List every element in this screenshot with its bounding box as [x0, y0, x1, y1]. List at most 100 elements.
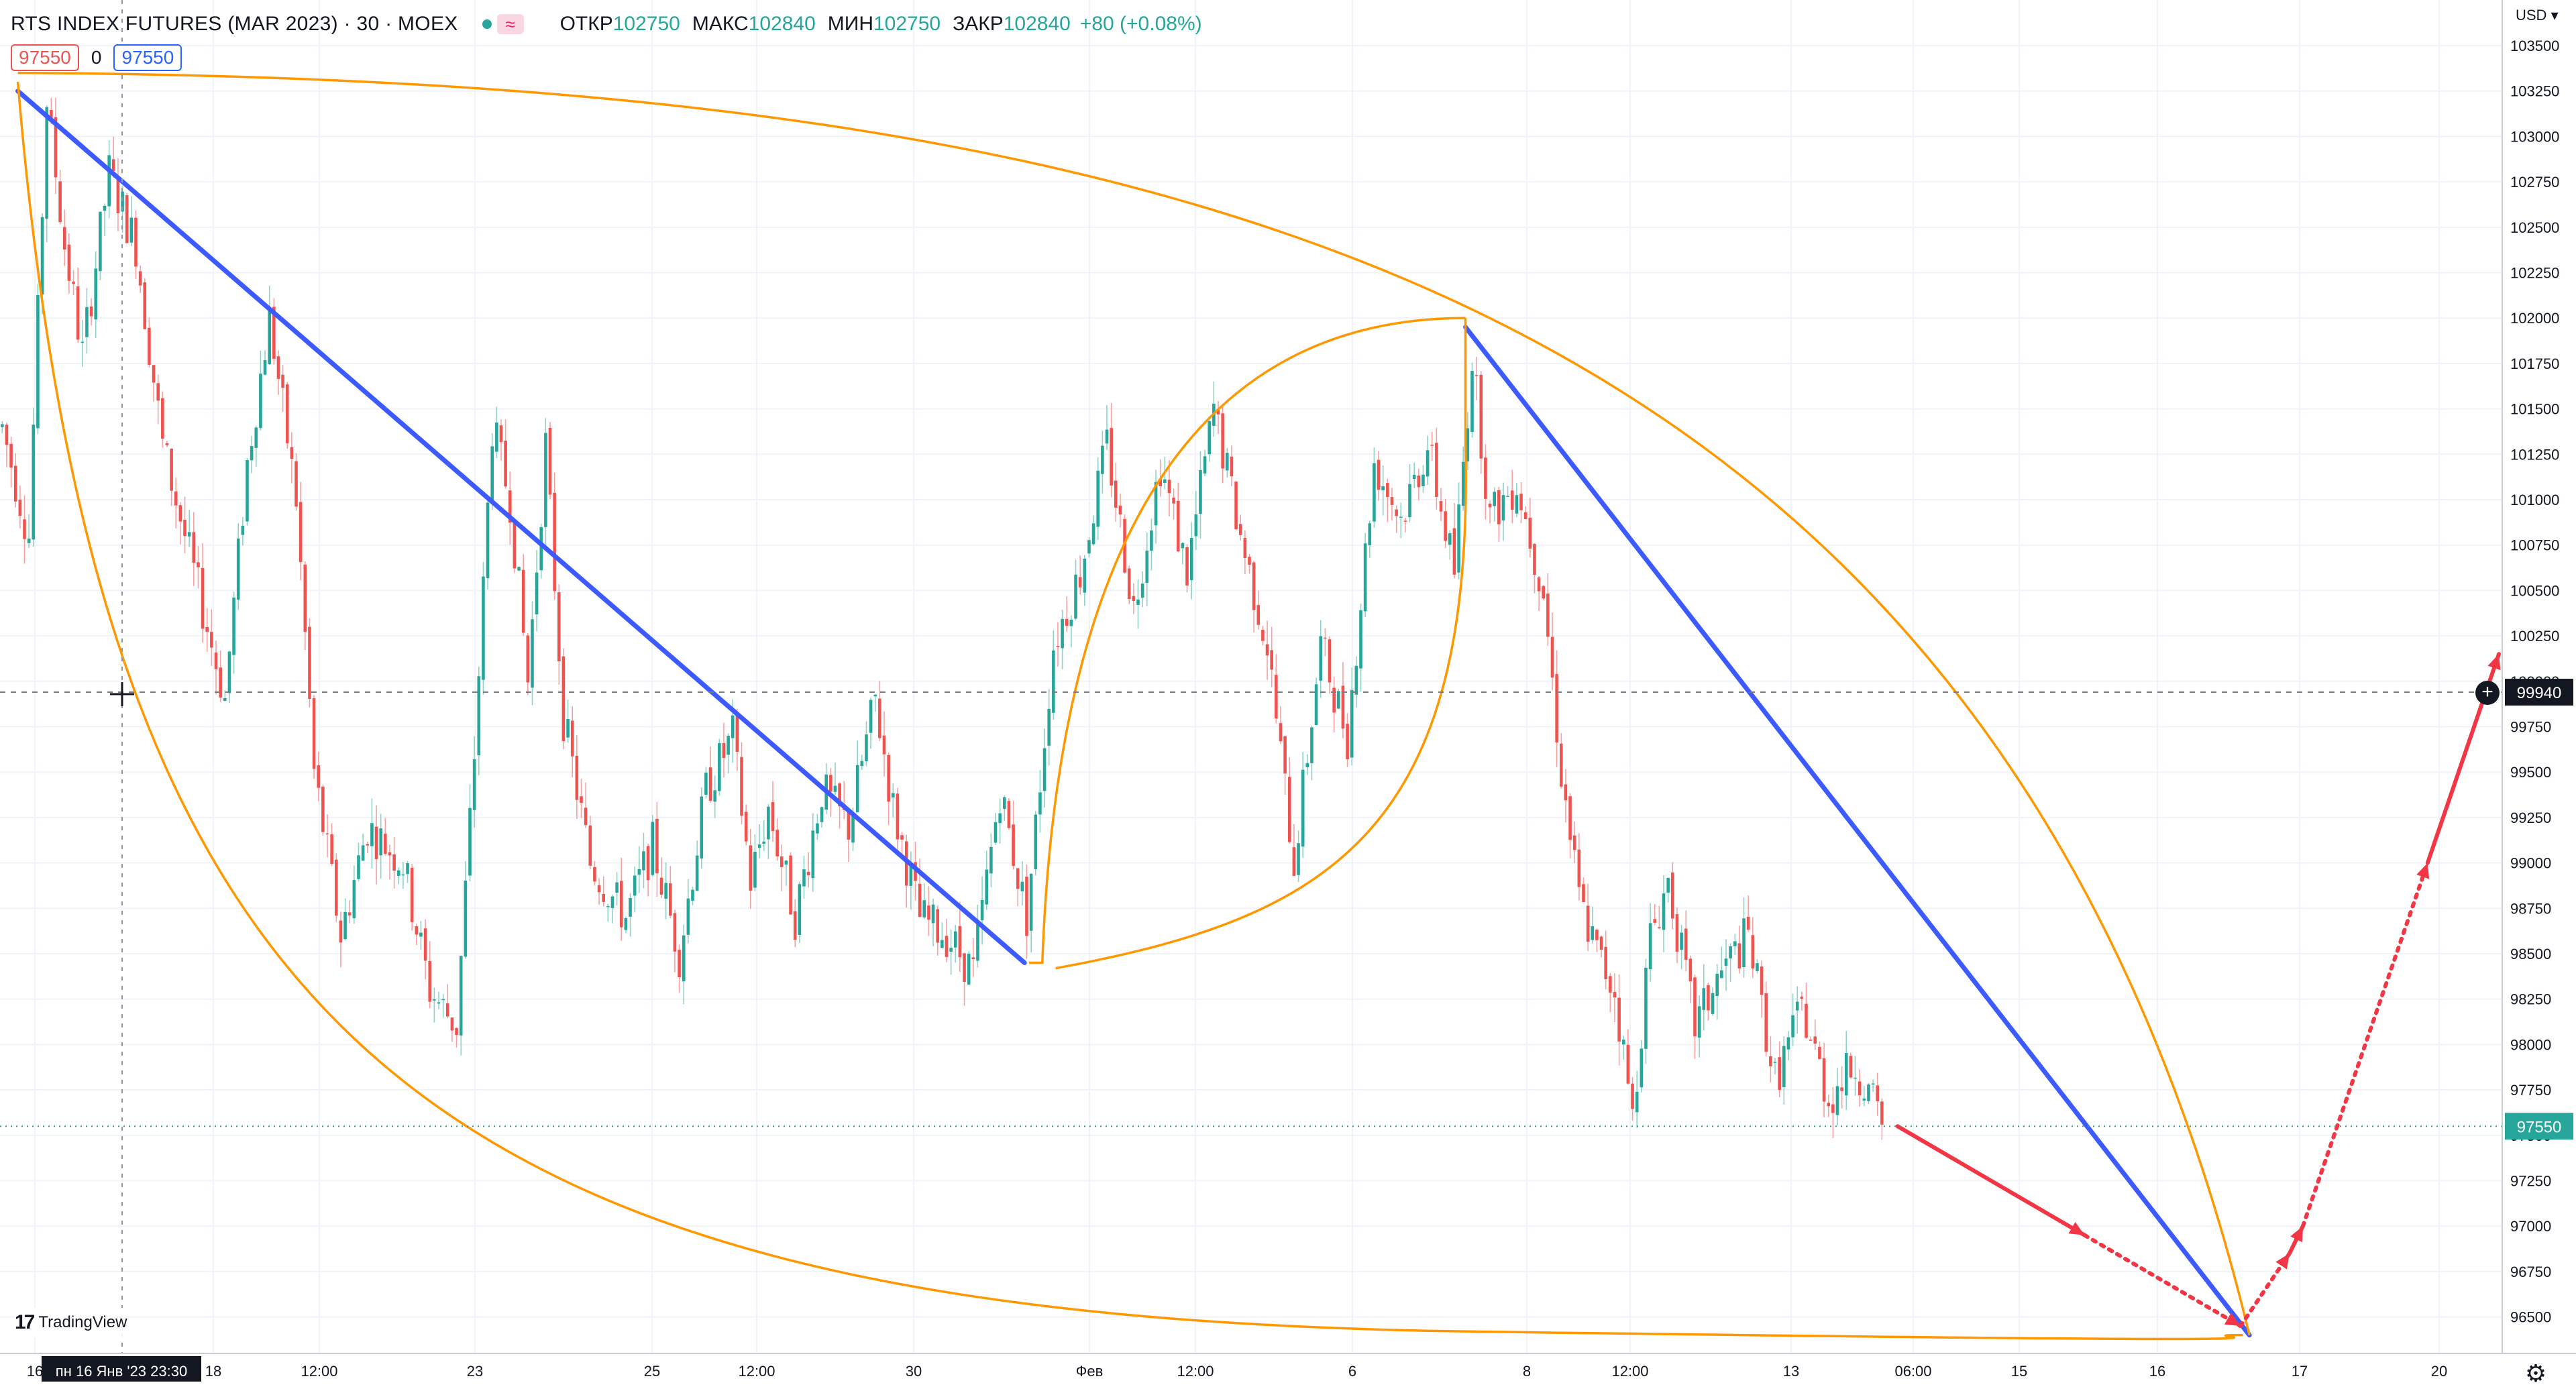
candle-body	[486, 502, 490, 579]
time-tick-label[interactable]: 13	[1783, 1363, 1799, 1380]
candle-body	[1140, 583, 1144, 598]
time-tick-label[interactable]: 30	[906, 1363, 922, 1380]
candle-body	[976, 924, 979, 961]
last-price-label: 97550	[2517, 1118, 2562, 1136]
candle-body	[971, 957, 975, 960]
candle-body	[183, 519, 186, 537]
time-tick-label[interactable]: 15	[2011, 1363, 2027, 1380]
time-tick-label[interactable]: 16	[2149, 1363, 2165, 1380]
candle-body	[1862, 1098, 1866, 1101]
price-tick-label[interactable]: 103250	[2510, 83, 2559, 100]
candle-body	[535, 572, 539, 615]
candle-body	[1154, 482, 1158, 526]
candle-body	[1671, 872, 1674, 919]
price-tick-label[interactable]: 99250	[2510, 810, 2551, 826]
candle-body	[918, 883, 922, 917]
time-tick-label[interactable]: 12:00	[301, 1363, 337, 1380]
price-tick-label[interactable]: 101250	[2510, 446, 2559, 463]
candle-body	[446, 1003, 449, 1017]
candle-body	[575, 755, 579, 800]
candle-body	[1564, 784, 1568, 801]
candle-body	[722, 742, 726, 759]
time-tick-label[interactable]: 6	[1348, 1363, 1356, 1380]
time-tick-label[interactable]: 17	[2292, 1363, 2308, 1380]
time-tick-label[interactable]: 12:00	[1611, 1363, 1648, 1380]
price-tick-label[interactable]: 99500	[2510, 764, 2551, 781]
candle-body	[753, 851, 757, 888]
drawings[interactable]	[15, 71, 2502, 1341]
price-tick-label[interactable]: 99000	[2510, 855, 2551, 872]
price-tick-label[interactable]: 99750	[2510, 719, 2551, 736]
candle-body	[1252, 562, 1256, 610]
candle-body	[459, 956, 463, 1036]
candle-body	[642, 851, 645, 871]
tradingview-logo[interactable]: 17 TradingView	[15, 1308, 127, 1337]
candle-body	[1582, 884, 1585, 903]
candle-body	[285, 384, 289, 443]
time-tick-label[interactable]: 12:00	[738, 1363, 775, 1380]
settings-gear-icon[interactable]: ⚙	[2524, 1359, 2547, 1387]
price-tick-label[interactable]: 102750	[2510, 174, 2559, 190]
time-tick-label[interactable]: 23	[467, 1363, 483, 1380]
price-tick-label[interactable]: 102500	[2510, 219, 2559, 236]
candle-body	[1337, 691, 1340, 709]
time-tick-label[interactable]: Фев	[1076, 1363, 1104, 1380]
time-tick-label[interactable]: 18	[205, 1363, 221, 1380]
candle-body	[1181, 543, 1185, 549]
candle-body	[1835, 1086, 1839, 1115]
candle-body	[138, 271, 142, 286]
candle-body	[1301, 769, 1305, 847]
symbol-header[interactable]: RTS INDEX FUTURES (MAR 2023) · 30 · MOEX…	[11, 9, 1202, 39]
time-tick-label[interactable]: 20	[2431, 1363, 2447, 1380]
price-tick-label[interactable]: 102250	[2510, 265, 2559, 282]
candle-body	[1724, 958, 1728, 966]
symbol-title[interactable]: RTS INDEX FUTURES (MAR 2023) · 30 · MOEX	[11, 13, 458, 35]
price-tick-label[interactable]: 98000	[2510, 1036, 2551, 1053]
time-tick-label[interactable]: 8	[1523, 1363, 1531, 1380]
price-tick-label[interactable]: 98250	[2510, 991, 2551, 1008]
time-tick-label[interactable]: 16	[27, 1363, 43, 1380]
candle-body	[1270, 650, 1273, 670]
sell-button[interactable]: 97550	[11, 44, 79, 71]
price-tick-label[interactable]: 97750	[2510, 1082, 2551, 1099]
currency-label[interactable]: USD	[2516, 7, 2547, 23]
candle-body	[718, 743, 721, 791]
compare-wave-icon[interactable]: ≈	[496, 14, 524, 34]
add-plus-icon[interactable]: +	[2475, 681, 2500, 705]
candle-body	[1568, 796, 1572, 840]
time-tick-label[interactable]: 06:00	[1894, 1363, 1931, 1380]
candle-body	[325, 833, 329, 835]
crosshair-price-label: 99940	[2517, 684, 2562, 702]
price-tick-label[interactable]: 97250	[2510, 1173, 2551, 1190]
candle-body	[1163, 479, 1167, 484]
candle-body	[1, 424, 4, 427]
price-tick-label[interactable]: 96500	[2510, 1309, 2551, 1326]
buy-button[interactable]: 97550	[113, 44, 182, 71]
price-tick-label[interactable]: 100250	[2510, 628, 2559, 645]
currency-selector[interactable]: USD ▾	[2516, 7, 2559, 23]
price-tick-label[interactable]: 101500	[2510, 401, 2559, 418]
price-tick-label[interactable]: 101750	[2510, 355, 2559, 372]
candle-body	[187, 532, 191, 537]
candle-body	[767, 806, 770, 840]
price-tick-label[interactable]: 100750	[2510, 537, 2559, 554]
time-tick-label[interactable]: 25	[644, 1363, 660, 1380]
candle-body	[566, 718, 570, 738]
price-tick-label[interactable]: 102000	[2510, 310, 2559, 327]
price-tick-label[interactable]: 103500	[2510, 38, 2559, 54]
price-tick-label[interactable]: 96750	[2510, 1264, 2551, 1280]
orange-outer-arc	[17, 71, 2251, 1336]
price-tick-label[interactable]: 97000	[2510, 1218, 2551, 1235]
price-tick-label[interactable]: 98500	[2510, 946, 2551, 962]
price-tick-label[interactable]: 98750	[2510, 900, 2551, 917]
price-tick-label[interactable]: 103000	[2510, 128, 2559, 145]
candle-body	[1275, 675, 1278, 719]
price-tick-label[interactable]: 101000	[2510, 492, 2559, 508]
candle-body	[205, 626, 209, 632]
time-tick-label[interactable]: 12:00	[1177, 1363, 1214, 1380]
candle-body	[214, 652, 218, 669]
candle-body	[735, 713, 739, 752]
price-tick-label[interactable]: 100500	[2510, 582, 2559, 599]
